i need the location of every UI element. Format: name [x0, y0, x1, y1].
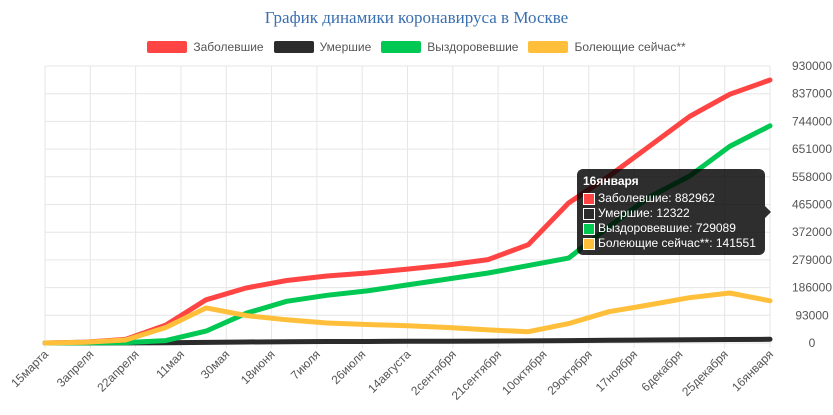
tooltip-row: Выздоровевшие: 729089: [583, 221, 759, 236]
tooltip-row: Заболевшие: 882962: [583, 191, 759, 206]
x-tick-label: 14августа: [365, 347, 414, 396]
x-tick-label: 11мая: [153, 347, 187, 381]
legend: Заболевшие Умершие Выздоровевшие Болеющие с…: [0, 40, 833, 54]
x-tick-label: 6декабря: [639, 347, 686, 394]
y-tick-label: 93000: [795, 308, 829, 322]
x-tick-label: 10октября: [499, 347, 549, 397]
tooltip-swatch: [583, 207, 595, 220]
y-tick-label: 651000: [792, 142, 832, 156]
x-tick-label: 7июля: [288, 347, 323, 382]
tooltip-row: Болеющие сейчас**: 141551: [583, 236, 759, 251]
legend-label: Выздоровевшие: [427, 40, 519, 54]
x-tick-label: 30мая: [198, 347, 232, 381]
y-tick-label: 930000: [792, 59, 832, 73]
y-tick-label: 837000: [792, 87, 832, 101]
x-tick-label: 3апреля: [54, 347, 97, 390]
legend-label: Заболевшие: [193, 40, 264, 54]
legend-item[interactable]: Выздоровевшие: [381, 40, 518, 54]
x-tick-label: 22апреля: [94, 347, 141, 394]
chart-title: График динамики коронавируса в Москве: [264, 8, 569, 27]
tooltip-swatch: [583, 222, 595, 235]
x-tick-label: 15марта: [8, 347, 51, 390]
legend-label: Умершие: [319, 40, 372, 54]
x-tick-label: 25декабря: [679, 347, 731, 399]
legend-swatch: [528, 41, 569, 53]
y-tick-label: 186000: [792, 281, 832, 295]
x-tick-label: 29октября: [544, 347, 594, 397]
tooltip-title: 16января: [583, 174, 639, 188]
tooltip-label: Умершие: 12322: [598, 206, 690, 220]
legend-item[interactable]: Болеющие сейчас**: [528, 40, 686, 54]
tooltip-swatch: [583, 192, 595, 205]
legend-item[interactable]: Умершие: [273, 40, 372, 54]
y-tick-label: 744000: [792, 114, 832, 128]
tooltip-label: Заболевшие: 882962: [598, 191, 715, 205]
x-tick-label: 18июня: [238, 347, 278, 387]
legend-item[interactable]: Заболевшие: [147, 40, 264, 54]
y-tick-label: 465000: [792, 198, 832, 212]
tooltip-label: Выздоровевшие: 729089: [598, 221, 736, 235]
y-tick-label: 279000: [792, 253, 832, 267]
tooltip-swatch: [583, 237, 595, 250]
legend-label: Болеющие сейчас**: [574, 40, 686, 54]
legend-swatch: [147, 41, 188, 53]
tooltip-label: Болеющие сейчас**: 141551: [598, 236, 756, 250]
x-tick-label: 26июля: [329, 347, 369, 387]
series-line: [42, 290, 773, 346]
chart-tooltip: 16января Заболевшие: 882962 Умершие: 1232…: [577, 169, 771, 255]
y-tick-label: 372000: [792, 225, 832, 239]
x-tick-label: 17ноября: [593, 347, 640, 394]
legend-swatch: [381, 41, 422, 53]
y-tick-label: 558000: [792, 170, 832, 184]
x-tick-label: 16января: [729, 347, 776, 394]
y-tick-label: 0: [809, 336, 816, 350]
tooltip-row: Умершие: 12322: [583, 206, 759, 221]
legend-swatch: [273, 41, 314, 53]
